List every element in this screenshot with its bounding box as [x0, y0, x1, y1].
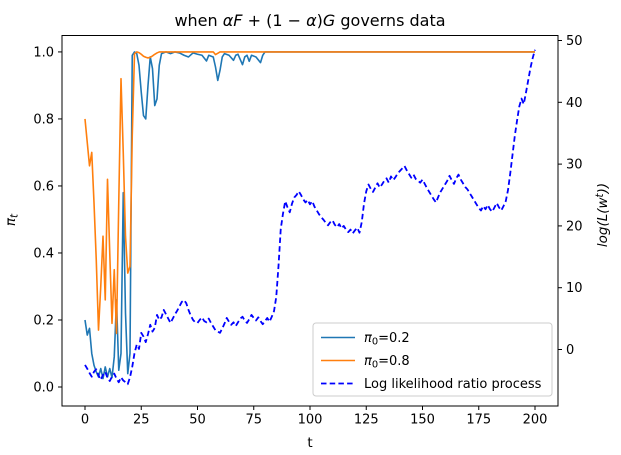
y-right-tick-label: 10 [566, 281, 583, 296]
y-axis-right-label: log(L(wt)) [594, 183, 611, 247]
series-line-pi0=0.2 [84, 51, 535, 380]
y-left-tick-label: 0.0 [33, 381, 54, 396]
y-left-tick-label: 0.6 [33, 179, 54, 194]
y-axis-left-ticks: 0.0 0.2 0.4 0.6 0.8 1.0 [33, 45, 62, 396]
x-tick-label: 175 [466, 413, 491, 428]
y-left-tick-label: 0.4 [33, 246, 54, 261]
y-axis-left-label: πt [3, 213, 21, 226]
y-left-tick-label: 0.8 [33, 112, 54, 127]
x-tick-label: 125 [354, 413, 379, 428]
x-tick-label: 100 [298, 413, 323, 428]
series-line-pi0=0.8 [84, 51, 535, 335]
legend: π0=0.2 π0=0.8 Log likelihood ratio process [312, 322, 553, 397]
y-right-tick-label: 40 [566, 96, 583, 111]
plot-border [61, 35, 559, 407]
y-right-tick-label: 50 [566, 34, 583, 49]
y-axis-right-ticks: 0 10 20 30 40 50 [558, 34, 583, 358]
y-right-tick-label: 30 [566, 158, 583, 173]
x-tick-label: 0 [81, 413, 89, 428]
x-tick-label: 200 [523, 413, 548, 428]
y-left-tick-label: 1.0 [33, 45, 54, 60]
legend-label-2: π0=0.8 [364, 354, 410, 371]
y-left-tick-label: 0.2 [33, 313, 54, 328]
legend-label-1: π0=0.2 [364, 331, 410, 348]
x-tick-label: 50 [189, 413, 206, 428]
x-tick-label: 75 [245, 413, 262, 428]
legend-box [312, 322, 553, 397]
series-lines [84, 49, 536, 386]
legend-label-3: Log likelihood ratio process [364, 377, 542, 392]
chart-title: when αF + (1 − α)G governs data [174, 11, 445, 30]
x-tick-label: 150 [410, 413, 435, 428]
x-tick-label: 25 [133, 413, 150, 428]
y-right-tick-label: 20 [566, 219, 583, 234]
y-right-tick-label: 0 [566, 343, 574, 358]
x-axis-label: t [307, 435, 312, 451]
x-axis-ticks: 0 25 50 75 100 125 150 175 200 [81, 406, 548, 428]
series-line-log-likelihood-ratio [84, 49, 536, 386]
